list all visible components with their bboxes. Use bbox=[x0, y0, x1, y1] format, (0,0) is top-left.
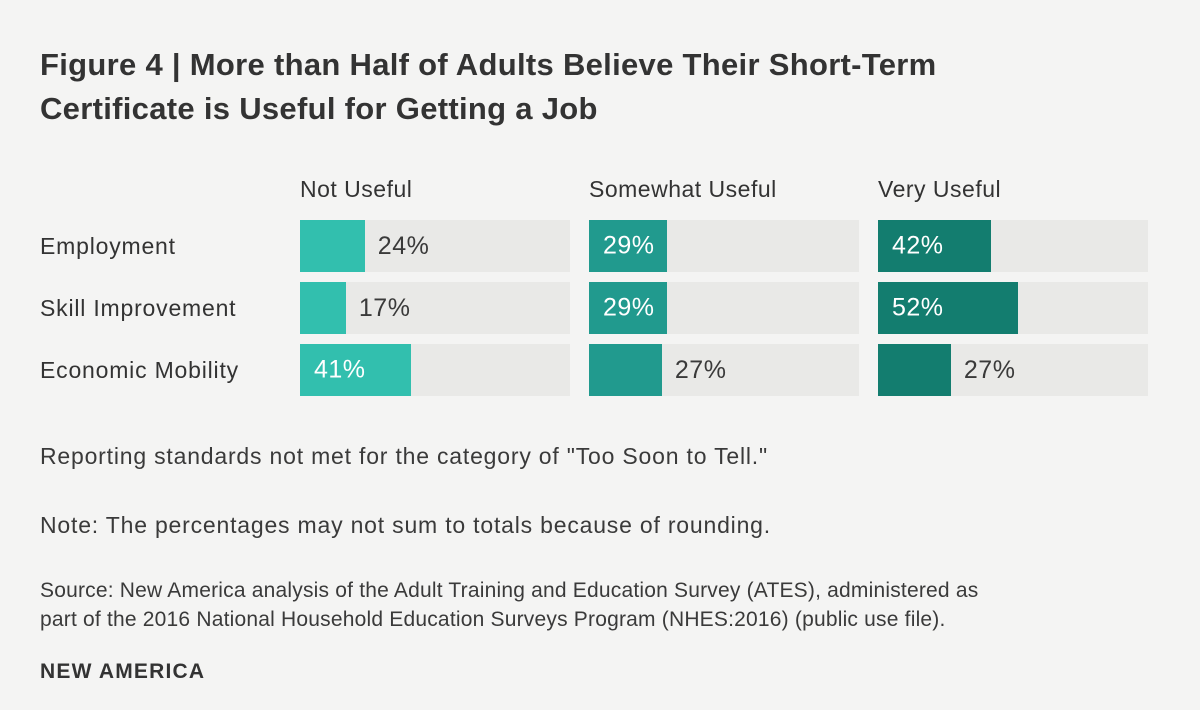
bar-fill-economic-mobility-not-useful bbox=[300, 344, 411, 396]
bar-value-label-skill-improvement-not-useful: 17% bbox=[358, 293, 411, 322]
bar-track-employment-very-useful: 42% bbox=[878, 220, 1148, 272]
bar-track-economic-mobility-very-useful: 27% bbox=[878, 344, 1148, 396]
column-header-not-useful: Not Useful bbox=[300, 176, 413, 202]
header-corner-spacer bbox=[40, 177, 281, 201]
bar-rows: Employment 24% 29% 42% Skill Improvement 17% 2… bbox=[40, 220, 1160, 396]
certificate-usefulness-chart: Not Useful Somewhat Useful Very Useful Emp… bbox=[40, 177, 1160, 396]
column-header-row: Not Useful Somewhat Useful Very Useful bbox=[40, 177, 1160, 201]
row-label-employment: Employment bbox=[40, 232, 176, 259]
bar-value-label-skill-improvement-very-useful: 52% bbox=[892, 293, 944, 322]
reporting-standards-note: Reporting standards not met for the cate… bbox=[40, 443, 768, 469]
bar-value-label-economic-mobility-somewhat-useful: 27% bbox=[674, 355, 727, 384]
bar-value-label-economic-mobility-not-useful: 41% bbox=[314, 355, 366, 384]
bar-value-label-employment-somewhat-useful: 29% bbox=[603, 231, 655, 260]
bar-value-label-employment-very-useful: 42% bbox=[892, 231, 944, 260]
column-header-somewhat-useful: Somewhat Useful bbox=[589, 176, 777, 202]
rounding-note: Note: The percentages may not sum to tot… bbox=[40, 512, 771, 538]
bar-value-label-employment-not-useful: 24% bbox=[377, 231, 430, 260]
figure-title: Figure 4 | More than Half of Adults Beli… bbox=[40, 43, 1160, 131]
new-america-logo: NEW AMERICA bbox=[40, 660, 206, 683]
figure-title-line-1: Figure 4 | More than Half of Adults Beli… bbox=[40, 47, 937, 82]
bar-track-economic-mobility-not-useful: 41% bbox=[300, 344, 570, 396]
bar-fill-economic-mobility-very-useful bbox=[878, 344, 951, 396]
figure-title-line-2: Certificate is Useful for Getting a Job bbox=[40, 91, 598, 126]
bar-fill-skill-improvement-somewhat-useful bbox=[589, 282, 668, 334]
source-note: Source: New America analysis of the Adul… bbox=[40, 576, 1160, 634]
bar-fill-economic-mobility-somewhat-useful bbox=[589, 344, 662, 396]
bar-track-employment-somewhat-useful: 29% bbox=[589, 220, 859, 272]
bar-track-skill-improvement-very-useful: 52% bbox=[878, 282, 1148, 334]
bar-fill-skill-improvement-not-useful bbox=[300, 282, 346, 334]
bar-value-label-economic-mobility-very-useful: 27% bbox=[963, 355, 1016, 384]
bar-track-skill-improvement-somewhat-useful: 29% bbox=[589, 282, 859, 334]
bar-value-label-skill-improvement-somewhat-useful: 29% bbox=[603, 293, 655, 322]
source-note-line-2: part of the 2016 National Household Educ… bbox=[40, 608, 946, 631]
bar-track-skill-improvement-not-useful: 17% bbox=[300, 282, 570, 334]
row-label-economic-mobility: Economic Mobility bbox=[40, 356, 239, 383]
row-label-skill-improvement: Skill Improvement bbox=[40, 294, 237, 321]
bar-fill-skill-improvement-very-useful bbox=[878, 282, 1019, 334]
bar-fill-employment-not-useful bbox=[300, 220, 365, 272]
bar-track-employment-not-useful: 24% bbox=[300, 220, 570, 272]
bar-track-economic-mobility-somewhat-useful: 27% bbox=[589, 344, 859, 396]
column-header-very-useful: Very Useful bbox=[878, 176, 1002, 202]
source-note-line-1: Source: New America analysis of the Adul… bbox=[40, 579, 979, 602]
bar-fill-employment-somewhat-useful bbox=[589, 220, 668, 272]
bar-fill-employment-very-useful bbox=[878, 220, 992, 272]
